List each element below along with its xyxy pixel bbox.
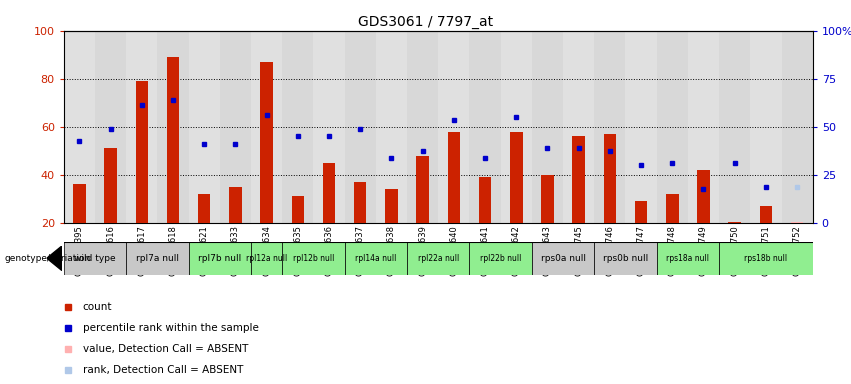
Bar [407, 242, 470, 275]
Text: rpl22a null: rpl22a null [418, 254, 459, 263]
Bar [313, 31, 345, 223]
Bar [719, 242, 813, 275]
Bar [416, 156, 429, 223]
Bar [666, 194, 678, 223]
Bar [376, 31, 407, 223]
Bar [470, 242, 532, 275]
Polygon shape [47, 246, 62, 271]
Bar [438, 31, 470, 223]
Bar [126, 31, 157, 223]
Bar [657, 242, 719, 275]
Bar [189, 242, 251, 275]
Bar [95, 31, 126, 223]
Bar [283, 242, 345, 275]
Text: rps0a null: rps0a null [540, 254, 585, 263]
Bar [189, 31, 220, 223]
Bar [73, 184, 86, 223]
Bar [657, 31, 688, 223]
Bar [532, 31, 563, 223]
Bar [541, 175, 554, 223]
Bar [198, 194, 210, 223]
Bar [603, 134, 616, 223]
Text: percentile rank within the sample: percentile rank within the sample [83, 323, 259, 333]
Bar [345, 242, 407, 275]
Bar [594, 242, 657, 275]
Bar [126, 242, 189, 275]
Bar [260, 62, 273, 223]
Bar [751, 31, 781, 223]
Bar [573, 136, 585, 223]
Bar [594, 31, 625, 223]
Bar [345, 31, 376, 223]
Bar [625, 31, 657, 223]
Bar [407, 31, 438, 223]
Bar [688, 31, 719, 223]
Text: count: count [83, 302, 112, 312]
Text: rps18a null: rps18a null [666, 254, 710, 263]
Text: rps18b null: rps18b null [745, 254, 787, 263]
Text: value, Detection Call = ABSENT: value, Detection Call = ABSENT [83, 344, 248, 354]
Bar [64, 31, 95, 223]
Text: rpl7a null: rpl7a null [136, 254, 179, 263]
Text: rpl14a null: rpl14a null [355, 254, 397, 263]
Bar [719, 31, 751, 223]
Bar [251, 242, 283, 275]
Bar [229, 187, 242, 223]
Bar [167, 57, 180, 223]
Bar [791, 222, 803, 223]
Bar [781, 31, 813, 223]
Bar [292, 196, 304, 223]
Bar [251, 31, 283, 223]
Bar [760, 206, 772, 223]
Bar [532, 242, 594, 275]
Bar [728, 222, 741, 223]
Text: rank, Detection Call = ABSENT: rank, Detection Call = ABSENT [83, 366, 243, 376]
Text: rpl12b null: rpl12b null [293, 254, 334, 263]
Bar [500, 31, 532, 223]
Bar [220, 31, 251, 223]
Bar [697, 170, 710, 223]
Bar [105, 148, 117, 223]
Bar [635, 201, 648, 223]
Bar [283, 31, 313, 223]
Bar [479, 177, 491, 223]
Text: GDS3061 / 7797_at: GDS3061 / 7797_at [358, 15, 493, 29]
Bar [354, 182, 367, 223]
Bar [470, 31, 500, 223]
Bar [64, 242, 126, 275]
Text: rpl12a null: rpl12a null [246, 254, 288, 263]
Bar [386, 189, 397, 223]
Text: rpl22b null: rpl22b null [480, 254, 522, 263]
Bar [563, 31, 594, 223]
Text: rpl7b null: rpl7b null [198, 254, 242, 263]
Text: rps0b null: rps0b null [603, 254, 648, 263]
Text: genotype/variation: genotype/variation [4, 254, 90, 263]
Bar [448, 131, 460, 223]
Bar [323, 163, 335, 223]
Text: wild type: wild type [74, 254, 116, 263]
Bar [157, 31, 189, 223]
Bar [510, 131, 523, 223]
Bar [135, 81, 148, 223]
